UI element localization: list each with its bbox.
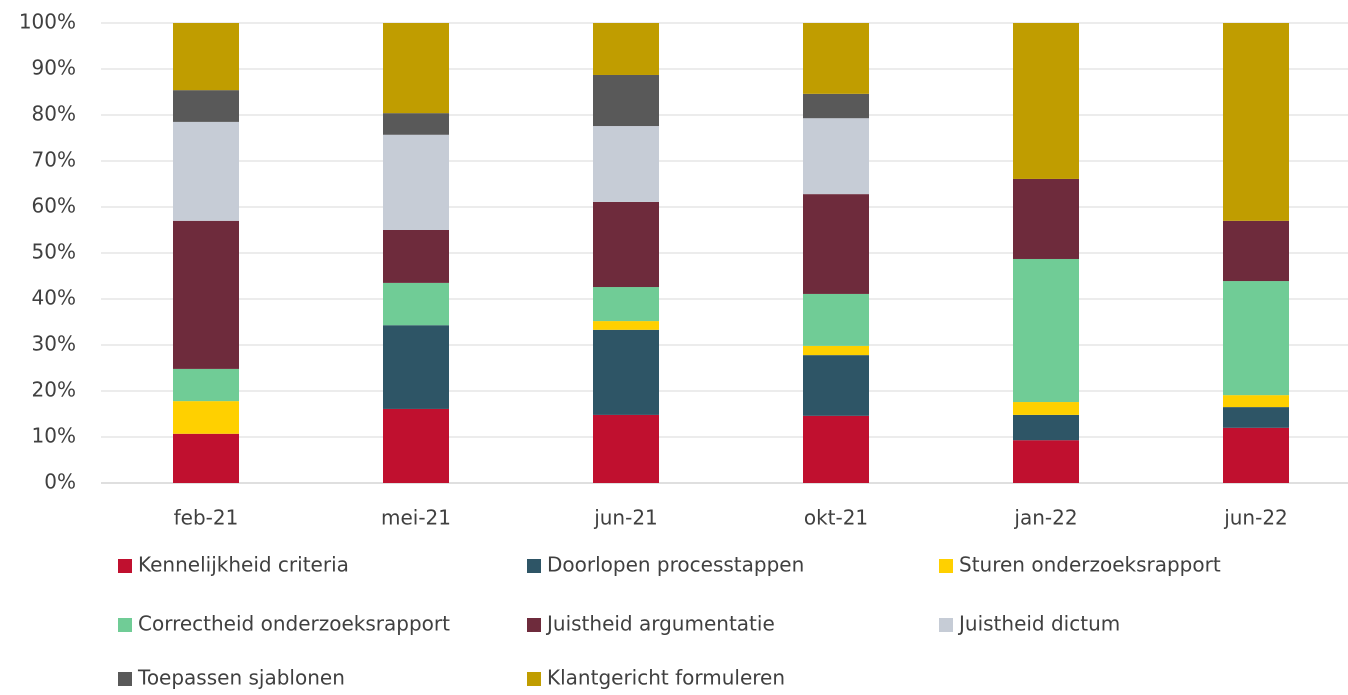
legend-label: Doorlopen processtappen [547, 553, 804, 577]
bar-segment [1223, 427, 1289, 483]
y-tick-label: 100% [19, 10, 76, 34]
bar-segment [803, 293, 869, 346]
bar-segment [803, 355, 869, 416]
bar-segment [593, 329, 659, 415]
bar-segment [1013, 440, 1079, 483]
bar-segment [173, 220, 239, 369]
bar-segment [383, 113, 449, 135]
bar-segment [173, 401, 239, 434]
y-tick-label: 40% [32, 286, 76, 310]
bar-segment [1223, 220, 1289, 282]
bar-segment [593, 414, 659, 483]
y-tick-label: 20% [32, 378, 76, 402]
bar-segment [1223, 23, 1289, 221]
y-tick-label: 80% [32, 102, 76, 126]
bar-segment [383, 325, 449, 409]
bar-segment [1223, 395, 1289, 408]
legend-label: Toepassen sjablonen [137, 666, 345, 690]
bar-segment [1223, 281, 1289, 396]
bar-segment [1013, 258, 1079, 403]
x-tick-label: jun-21 [593, 506, 658, 530]
legend-swatch [118, 672, 132, 686]
bar-segment [593, 74, 659, 127]
legend-swatch [939, 559, 953, 573]
legend-label: Sturen onderzoeksrapport [959, 553, 1221, 577]
bar-segment [173, 433, 239, 483]
x-tick-label: mei-21 [381, 506, 451, 530]
bar-segment [383, 134, 449, 230]
x-tick-label: jan-22 [1013, 506, 1077, 530]
bar-segment [593, 287, 659, 322]
bar-segment [1013, 23, 1079, 179]
legend-label: Juistheid dictum [957, 612, 1120, 636]
x-tick-label: feb-21 [174, 506, 239, 530]
y-tick-label: 90% [32, 56, 76, 80]
y-tick-label: 70% [32, 148, 76, 172]
bar-segment [803, 415, 869, 483]
bar-segment [593, 201, 659, 288]
legend-swatch [118, 559, 132, 573]
legend-swatch [939, 618, 953, 632]
bar-segment [593, 126, 659, 202]
bar-segment [1013, 402, 1079, 415]
x-tick-label: okt-21 [804, 506, 868, 530]
bar-segment [803, 118, 869, 195]
bar-segment [173, 90, 239, 122]
bar-segment [803, 93, 869, 119]
bar-segment [173, 121, 239, 221]
y-tick-label: 60% [32, 194, 76, 218]
legend-swatch [527, 559, 541, 573]
legend-label: Klantgericht formuleren [547, 666, 785, 690]
bar-segment [1013, 178, 1079, 259]
legend-swatch [118, 618, 132, 632]
y-tick-label: 30% [32, 332, 76, 356]
legend-label: Correctheid onderzoeksrapport [138, 612, 450, 636]
bar-segment [803, 194, 869, 294]
bar-segment [383, 230, 449, 283]
bar-segment [383, 282, 449, 326]
bar-segment [1013, 414, 1079, 441]
bar-segment [803, 23, 869, 94]
legend-swatch [527, 672, 541, 686]
bar-segment [593, 321, 659, 330]
bar-segment [1223, 407, 1289, 428]
x-tick-label: jun-22 [1223, 506, 1288, 530]
legend-label: Kennelijkheid criteria [138, 553, 349, 577]
bar-segment [173, 23, 239, 91]
bar-segment [383, 23, 449, 114]
legend-label: Juistheid argumentatie [545, 612, 775, 636]
y-tick-label: 10% [32, 424, 76, 448]
bar-segment [173, 368, 239, 402]
bar-segment [383, 408, 449, 483]
y-tick-label: 0% [44, 470, 76, 494]
y-tick-label: 50% [32, 240, 76, 264]
bar-segment [803, 345, 869, 356]
bar-segment [593, 23, 659, 75]
legend-swatch [527, 618, 541, 632]
